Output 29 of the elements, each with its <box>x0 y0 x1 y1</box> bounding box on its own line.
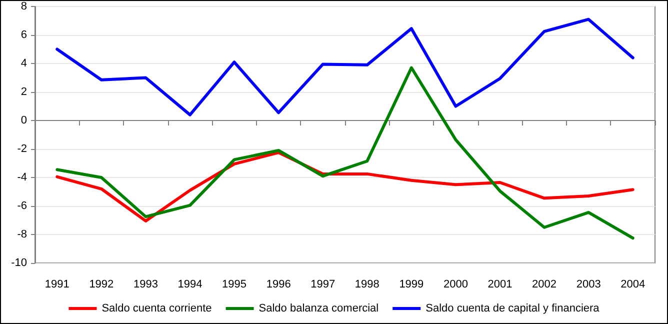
line-series <box>56 18 634 116</box>
x-tick-label: 2004 <box>620 278 646 290</box>
x-tick-label: 1997 <box>310 278 336 290</box>
x-tick-label: 1998 <box>354 278 380 290</box>
x-tick-label: 1995 <box>222 278 247 290</box>
y-tick-label: -4 <box>17 172 27 184</box>
x-tick-label: 2002 <box>532 278 557 290</box>
legend-label: Saldo balanza comercial <box>258 302 379 314</box>
y-tick-label: 0 <box>20 114 27 126</box>
y-tick-label: 6 <box>20 29 27 41</box>
y-tick-label: -8 <box>17 228 27 240</box>
x-tick-label: 1992 <box>89 278 114 290</box>
x-tick-label: 1993 <box>133 278 158 290</box>
x-tick-label: 1996 <box>266 278 291 290</box>
x-tick-label: 1994 <box>178 278 202 290</box>
x-tick-label: 2003 <box>576 278 601 290</box>
y-tick-label: -10 <box>11 257 27 269</box>
y-tick-label: 8 <box>20 0 27 12</box>
y-tick-label: -2 <box>17 143 27 155</box>
y-tick-label: 2 <box>20 86 27 98</box>
x-tick-label: 2000 <box>443 278 468 290</box>
legend-label: Saldo cuenta de capital y financiera <box>426 302 600 314</box>
y-tick-label: -6 <box>17 200 27 212</box>
line-series <box>56 66 634 240</box>
x-tick-label: 1999 <box>399 278 424 290</box>
x-tick-label: 1991 <box>44 278 70 290</box>
x-tick-label: 2001 <box>488 278 512 290</box>
y-tick-label: 4 <box>20 58 27 70</box>
legend-label: Saldo cuenta corriente <box>102 302 212 314</box>
